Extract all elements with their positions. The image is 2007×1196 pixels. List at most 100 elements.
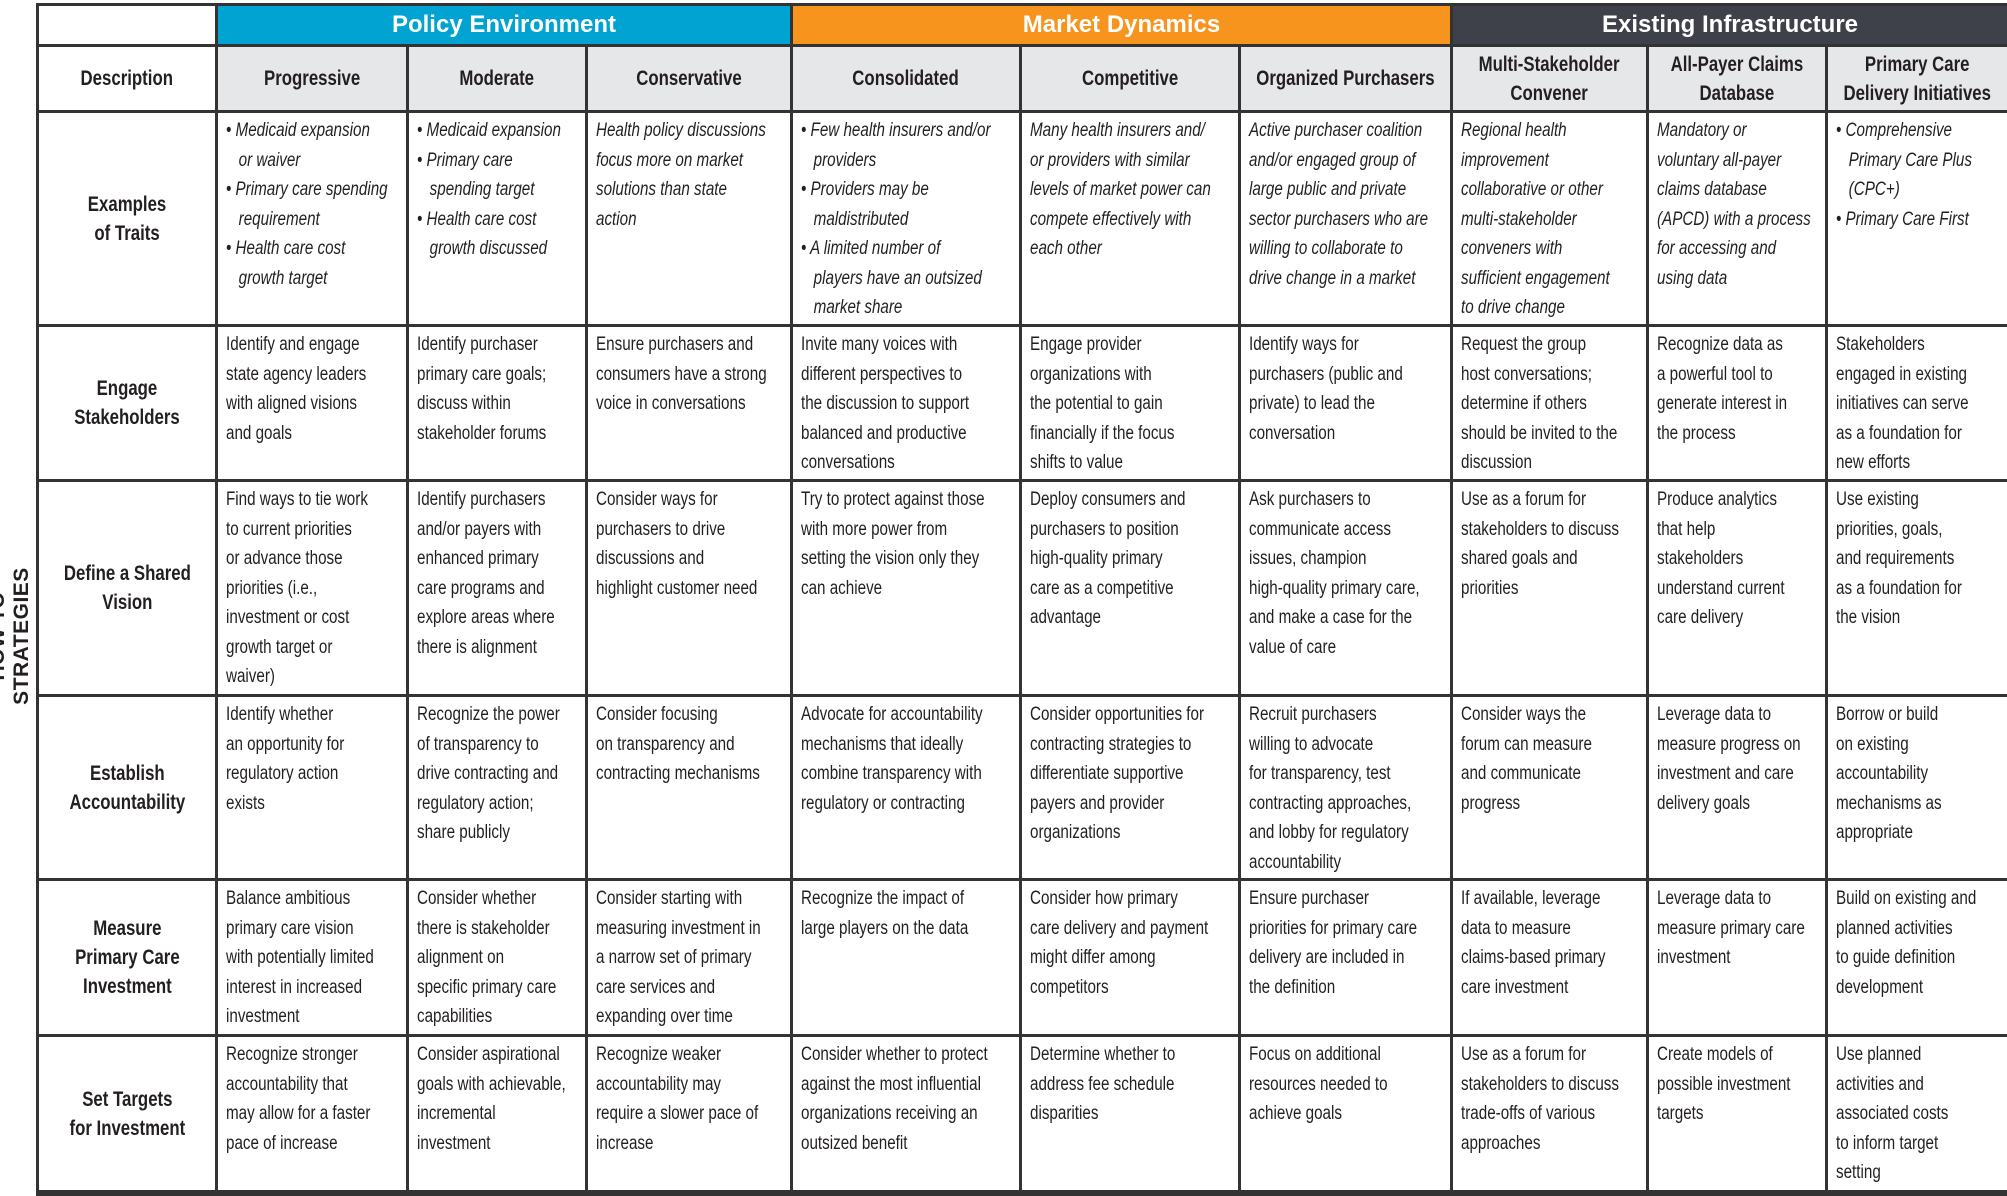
cell-text: Engage provider organizations with the p… <box>1030 334 1175 473</box>
table-cell: Use existing priorities, goals, and requ… <box>1828 482 2007 694</box>
group-header-existing-infrastructure: Existing Infrastructure <box>1453 6 2007 44</box>
column-header-label: Competitive <box>1081 67 1179 90</box>
group-header-label: Market Dynamics <box>1022 11 1221 38</box>
row-label-text: Define a Shared Vision <box>63 562 191 614</box>
table-cell: • Medicaid expansion • Primary care spen… <box>409 113 585 324</box>
cell-text: Recognize stronger accountability that m… <box>226 1044 371 1154</box>
cell-text: Use existing priorities, goals, and requ… <box>1836 489 1962 628</box>
table-cell: Consider ways the forum can measure and … <box>1453 697 1646 878</box>
cell-text: Consider whether to protect against the … <box>801 1044 988 1154</box>
table-cell: • Few health insurers and/or providers •… <box>793 113 1019 324</box>
table-cell: Build on existing and planned activities… <box>1828 881 2007 1034</box>
column-header: Multi-Stakeholder Convener <box>1453 47 1646 110</box>
table-cell: Recognize weaker accountability may requ… <box>588 1037 790 1190</box>
cell-text: Regional health improvement collaborativ… <box>1461 120 1610 318</box>
table-cell: Many health insurers and/ or providers w… <box>1022 113 1238 324</box>
group-header-policy-environment: Policy Environment <box>218 6 790 44</box>
table-cell: Consider focusing on transparency and co… <box>588 697 790 878</box>
cell-text: Balance ambitious primary care vision wi… <box>226 888 374 1027</box>
cell-text: Invite many voices with different perspe… <box>801 334 970 473</box>
column-header: Primary Care Delivery Initiatives <box>1828 47 2007 110</box>
cell-text: Recognize the power of transparency to d… <box>417 704 560 843</box>
cell-text: Borrow or build on existing accountabili… <box>1836 704 1942 843</box>
cell-text: Build on existing and planned activities… <box>1836 888 1977 998</box>
cell-text: Identify whether an opportunity for regu… <box>226 704 345 814</box>
cell-text: Try to protect against those with more p… <box>801 489 985 599</box>
cell-text: • Few health insurers and/or providers •… <box>801 120 991 318</box>
table-cell: Use as a forum for stakeholders to discu… <box>1453 1037 1646 1190</box>
table-cell: Consider starting with measuring investm… <box>588 881 790 1034</box>
cell-text: Advocate for accountability mechanisms t… <box>801 704 983 814</box>
cell-text: Use as a forum for stakeholders to discu… <box>1461 1044 1619 1154</box>
cell-text: Request the group host conversations; de… <box>1461 334 1618 473</box>
cell-text: Consider how primary care delivery and p… <box>1030 888 1209 998</box>
group-header-label: Policy Environment <box>391 11 617 38</box>
group-header-label: Existing Infrastructure <box>1601 11 1859 38</box>
cell-text: Active purchaser coalition and/or engage… <box>1249 120 1429 289</box>
cell-text: Recognize weaker accountability may requ… <box>596 1044 759 1154</box>
row-label: Establish Accountability <box>39 697 215 878</box>
cell-text: Leverage data to measure progress on inv… <box>1657 704 1801 814</box>
row-label-text: Examples of Traits <box>87 192 167 245</box>
cell-text: Find ways to tie work to current priorit… <box>226 489 368 687</box>
group-header-market-dynamics: Market Dynamics <box>793 6 1450 44</box>
table-cell: Request the group host conversations; de… <box>1453 327 1646 479</box>
table-cell: Consider ways for purchasers to drive di… <box>588 482 790 694</box>
cell-text: Focus on additional resources needed to … <box>1249 1044 1388 1124</box>
table-cell: Ask purchasers to communicate access iss… <box>1241 482 1450 694</box>
row-label-text: Measure Primary Care Investment <box>74 917 180 998</box>
cell-text: Use as a forum for stakeholders to discu… <box>1461 489 1619 599</box>
column-header: Conservative <box>588 47 790 110</box>
table-cell: Stakeholders engaged in existing initiat… <box>1828 327 2007 479</box>
table-cell: Ensure purchaser priorities for primary … <box>1241 881 1450 1034</box>
cell-text: Health policy discussions focus more on … <box>596 120 766 230</box>
cell-text: Ask purchasers to communicate access iss… <box>1249 489 1420 658</box>
column-header-label: Organized Purchasers <box>1256 67 1435 90</box>
cell-text: If available, leverage data to measure c… <box>1461 888 1606 998</box>
cell-text: Consider starting with measuring investm… <box>596 888 761 1027</box>
table-cell: Recognize stronger accountability that m… <box>218 1037 406 1190</box>
cell-text: • Medicaid expansion • Primary care spen… <box>417 120 561 259</box>
row-label: Measure Primary Care Investment <box>39 881 215 1034</box>
cell-text: Consider ways the forum can measure and … <box>1461 704 1592 814</box>
strategy-table: Policy Environment Market Dynamics Existin… <box>36 3 2007 1196</box>
table-cell: Consider whether there is stakeholder al… <box>409 881 585 1034</box>
row-label-text: Set Targets for Investment <box>69 1087 185 1140</box>
cell-text: Consider opportunities for contracting s… <box>1030 704 1205 843</box>
table-cell: Identify purchaser primary care goals; d… <box>409 327 585 479</box>
table-cell: Deploy consumers and purchasers to posit… <box>1022 482 1238 694</box>
cell-text: Produce analytics that help stakeholders… <box>1657 489 1785 628</box>
table-cell: Produce analytics that help stakeholders… <box>1649 482 1825 694</box>
cell-text: Recognize the impact of large players on… <box>801 888 969 939</box>
column-header-label: Conservative <box>636 67 742 90</box>
table-cell: Health policy discussions focus more on … <box>588 113 790 324</box>
row-label: Set Targets for Investment <box>39 1037 215 1190</box>
column-header-label: Moderate <box>459 67 535 90</box>
cell-text: Identify purchasers and/or payers with e… <box>417 489 555 658</box>
column-header-label: Consolidated <box>852 67 960 90</box>
description-header: Description <box>39 47 215 110</box>
cell-text: Create models of possible investment tar… <box>1657 1044 1791 1124</box>
table-cell: Regional health improvement collaborativ… <box>1453 113 1646 324</box>
table-cell: Consider opportunities for contracting s… <box>1022 697 1238 878</box>
table-cell: Consider whether to protect against the … <box>793 1037 1019 1190</box>
cell-text: • Comprehensive Primary Care Plus (CPC+)… <box>1836 120 1972 230</box>
table-cell: Focus on additional resources needed to … <box>1241 1037 1450 1190</box>
table-cell: Recognize the power of transparency to d… <box>409 697 585 878</box>
cell-text: Mandatory or voluntary all-payer claims … <box>1657 120 1811 289</box>
table-cell: Leverage data to measure primary care in… <box>1649 881 1825 1034</box>
table-cell: If available, leverage data to measure c… <box>1453 881 1646 1034</box>
cell-text: Consider aspirational goals with achieva… <box>417 1044 566 1154</box>
description-header-label: Description <box>80 67 174 90</box>
column-header-label: Primary Care Delivery Initiatives <box>1843 52 1992 105</box>
table-cell: Mandatory or voluntary all-payer claims … <box>1649 113 1825 324</box>
table-cell: Consider aspirational goals with achieva… <box>409 1037 585 1190</box>
cell-text: Identify ways for purchasers (public and… <box>1249 334 1403 444</box>
table-cell: Create models of possible investment tar… <box>1649 1037 1825 1190</box>
cell-text: Stakeholders engaged in existing initiat… <box>1836 334 1969 473</box>
table-cell: Identify and engage state agency leaders… <box>218 327 406 479</box>
column-header: Consolidated <box>793 47 1019 110</box>
row-label-text: Engage Stakeholders <box>74 377 180 429</box>
cell-text: Deploy consumers and purchasers to posit… <box>1030 489 1186 628</box>
cell-text: Leverage data to measure primary care in… <box>1657 888 1805 968</box>
